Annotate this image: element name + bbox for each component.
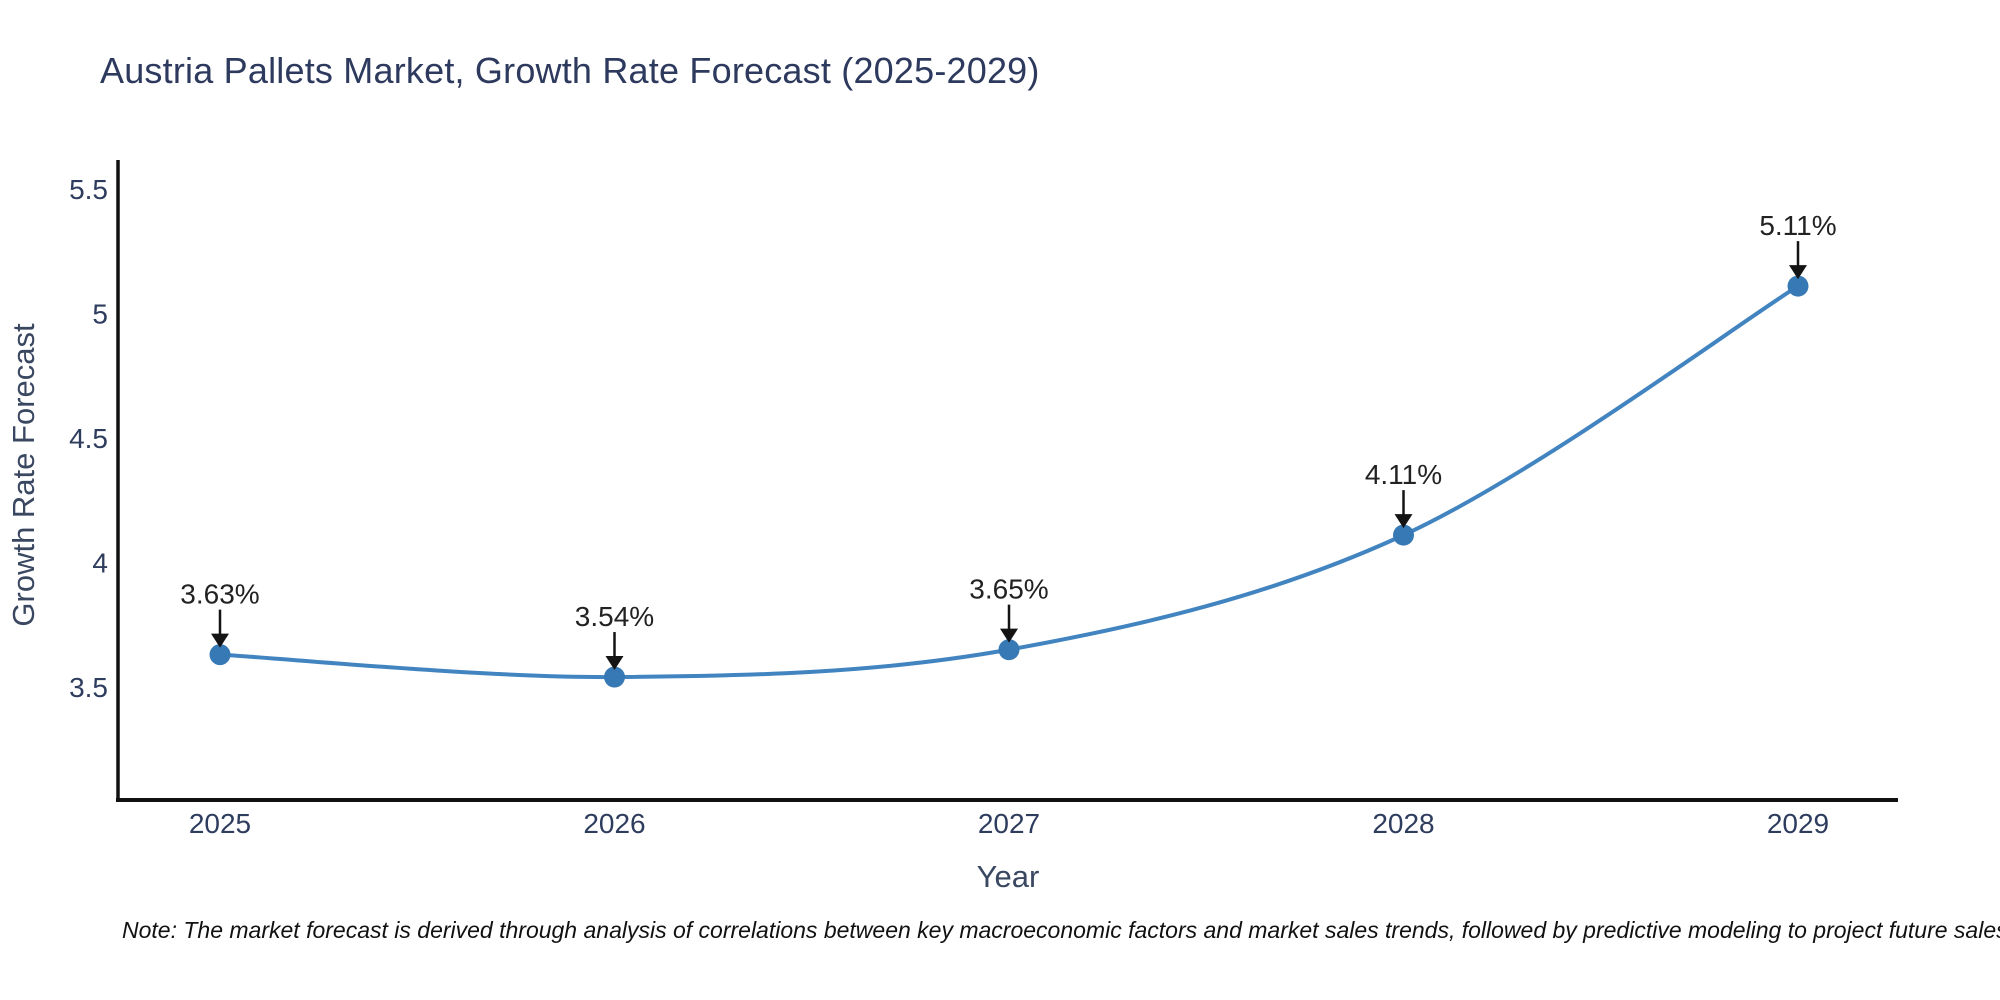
point-annotation-label: 3.63%: [180, 579, 259, 610]
point-annotation-label: 5.11%: [1759, 210, 1836, 241]
annotation-arrowhead-icon: [1789, 265, 1807, 280]
x-tick-label: 2028: [1372, 808, 1434, 839]
point-annotation-label: 3.65%: [969, 574, 1048, 605]
y-tick-label: 5.5: [69, 174, 108, 205]
x-axis-title: Year: [977, 859, 1040, 894]
annotation-arrowhead-icon: [1394, 514, 1413, 529]
y-tick-label: 4.5: [69, 423, 108, 454]
x-tick-label: 2025: [189, 808, 251, 839]
data-point-marker[interactable]: [998, 639, 1020, 661]
data-point-marker[interactable]: [604, 666, 625, 688]
x-tick-label: 2027: [978, 808, 1040, 839]
y-axis-title: Growth Rate Forecast: [6, 323, 41, 627]
annotation-arrowhead-icon: [211, 633, 229, 648]
y-tick-label: 3.5: [69, 672, 108, 703]
annotation-arrowhead-icon: [1000, 628, 1018, 643]
x-tick-label: 2026: [583, 808, 645, 839]
chart-title: Austria Pallets Market, Growth Rate Fore…: [100, 50, 1040, 91]
footnote: Note: The market forecast is derived thr…: [122, 917, 2000, 943]
y-tick-label: 4: [92, 548, 108, 579]
point-annotation-label: 3.54%: [575, 601, 654, 632]
annotation-arrowhead-icon: [605, 656, 624, 671]
plot-generated: 3.5 4 4.5 5 5.5 2025 2026 2027 2028 2029 3.63% 3.54…: [69, 160, 1898, 839]
point-annotation-label: 4.11%: [1365, 459, 1442, 490]
data-point-marker[interactable]: [1393, 524, 1414, 546]
x-tick-label: 2029: [1767, 808, 1829, 839]
data-point-marker[interactable]: [209, 644, 231, 666]
data-point-marker[interactable]: [1787, 275, 1809, 297]
y-tick-label: 5: [92, 299, 108, 330]
